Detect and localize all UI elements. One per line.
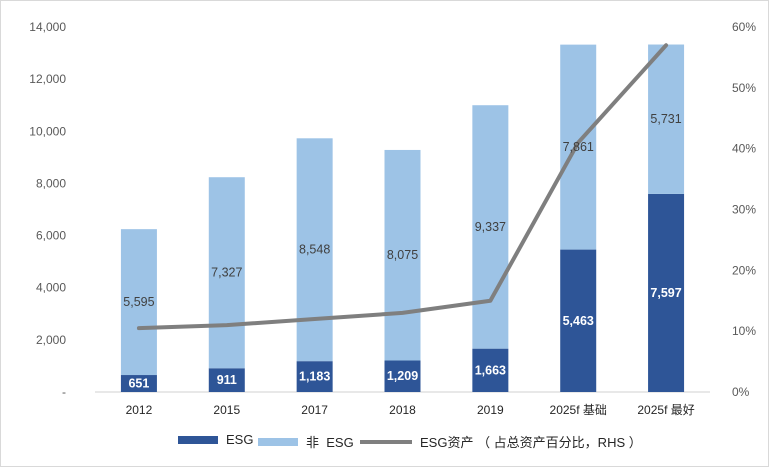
data-label-esg: 5,463: [563, 314, 594, 328]
data-label-esg: 1,663: [475, 363, 506, 377]
data-label-esg: 911: [217, 373, 237, 387]
bar-non-esg: [560, 44, 597, 250]
x-axis-category-label: 2017: [301, 403, 328, 417]
left-axis-tick-label: 6,000: [36, 229, 66, 243]
data-label-non-esg: 8,075: [387, 248, 418, 262]
legend-item-esg-share: ESG资产 （ 占总资产百分比，RHS ）: [360, 432, 642, 451]
legend-swatch-line: [360, 439, 412, 444]
x-axis-category-label: 2025f 基础: [550, 403, 607, 417]
data-label-non-esg: 5,731: [650, 112, 681, 126]
x-axis-category-label: 2018: [389, 403, 416, 417]
bar-esg: [384, 360, 421, 392]
legend-item-esg: ESG: [178, 432, 253, 447]
data-label-esg: 1,183: [299, 370, 330, 384]
bar-non-esg: [384, 149, 421, 361]
legend-item-non-esg: 非 ESG: [258, 432, 354, 451]
legend-swatch-non-esg: [258, 437, 298, 446]
data-label-non-esg: 8,548: [299, 243, 330, 257]
data-label-non-esg: 9,337: [475, 220, 506, 234]
left-axis-tick-label: -: [62, 385, 66, 399]
legend-label-esg-share: ESG资产 （ 占总资产百分比，RHS ）: [420, 435, 642, 450]
right-axis-tick-label: 40%: [732, 142, 756, 156]
left-axis-tick-label: 4,000: [36, 281, 66, 295]
right-axis-tick-label: 50%: [732, 81, 756, 95]
bar-non-esg: [472, 105, 509, 349]
data-label-esg: 651: [128, 377, 149, 391]
data-label-esg: 7,597: [650, 286, 681, 300]
bar-esg: [560, 249, 597, 392]
bar-non-esg: [120, 229, 157, 376]
right-axis-tick-label: 30%: [732, 203, 756, 217]
bar-esg: [648, 193, 685, 392]
data-label-esg: 1,209: [387, 369, 418, 383]
left-axis-tick-label: 12,000: [29, 72, 66, 86]
right-axis-tick-label: 60%: [732, 20, 756, 34]
right-axis-tick-label: 10%: [732, 324, 756, 338]
right-axis-tick-label: 20%: [732, 263, 756, 277]
x-axis-category-label: 2025f 最好: [637, 403, 694, 417]
left-axis-tick-label: 8,000: [36, 176, 66, 190]
bar-non-esg: [208, 177, 245, 369]
legend-label-esg: ESG: [226, 432, 254, 447]
x-axis-category-label: 2012: [126, 403, 153, 417]
right-axis-tick-label: 0%: [732, 385, 750, 399]
bar-esg: [472, 348, 509, 392]
bar-esg: [120, 375, 157, 392]
data-label-non-esg: 5,595: [123, 295, 154, 309]
bar-esg: [296, 361, 333, 392]
legend-swatch-esg: [178, 435, 218, 444]
line-esg-share: [136, 43, 669, 331]
x-axis-category-label: 2015: [213, 403, 240, 417]
chart-legend: ESG 非 ESG ESG资产 （ 占总资产百分比，RHS ）: [0, 428, 769, 452]
bar-non-esg: [296, 138, 333, 362]
legend-label-non-esg: 非 ESG: [306, 435, 354, 450]
data-label-non-esg: 7,327: [211, 266, 242, 280]
left-axis-tick-label: 14,000: [29, 20, 66, 34]
left-axis-tick-label: 2,000: [36, 333, 66, 347]
data-label-non-esg: 7,861: [563, 140, 594, 154]
bar-esg: [208, 368, 245, 392]
bar-non-esg: [648, 44, 685, 194]
left-axis-tick-label: 10,000: [29, 124, 66, 138]
x-axis-category-label: 2019: [477, 403, 504, 417]
